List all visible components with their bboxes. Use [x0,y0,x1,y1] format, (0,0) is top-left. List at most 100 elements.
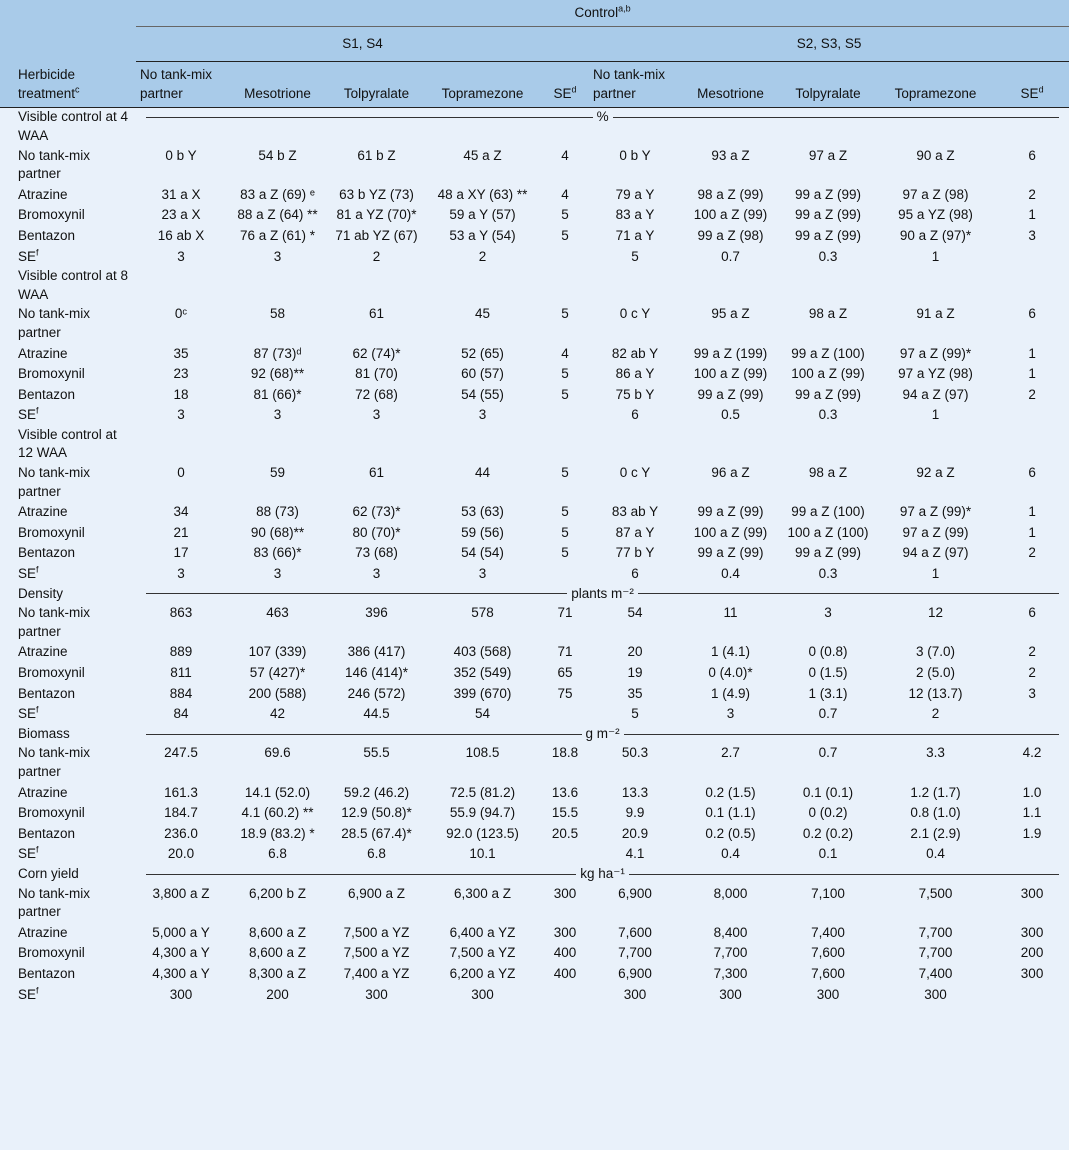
section-title: Visible control at 8 WAA [18,268,129,302]
table-cell: 54 [627,605,643,621]
table-cell: 6,900 [618,885,652,901]
table-cell: 0.4 [721,566,740,582]
table-cell: 99 a Z (199) [693,345,768,361]
table-cell: 811 [170,665,192,680]
table-cell: 35 [627,685,643,701]
table-cell: 300 [553,924,577,940]
table-cell: 8,400 [713,924,748,940]
table-cell: 0.7 [818,745,838,761]
table-cell: 5 [631,706,639,722]
section-unit: g m⁻² [585,725,620,741]
row-label: No tank-mix partner [18,147,91,182]
table-cell: 1 (4.1) [710,644,751,660]
table-cell: 0.1 [818,846,838,862]
table-cell: 146 (414)* [344,665,409,680]
table-cell: 7,300 [713,965,748,981]
table-cell: 99 a Z (99) [794,207,862,223]
table-cell: 0 [177,465,185,481]
table-cell: 7,500 [918,885,953,901]
table-cell: 98 a Z (99) [697,186,764,202]
row-label: Bromoxynil [18,207,85,223]
table-cell: 8,300 a Z [248,965,307,981]
table-cell: 61 b Z [357,147,396,163]
table-cell: 5 [561,524,569,540]
table-row: Atrazine 34 88 (73) 62 (73)* 53 (63) 5 83 ab Y… [0,502,1069,523]
group-header-left: S1, S4 [136,26,589,63]
control-header: Controla,b [136,0,1069,27]
table-cell: 1 [1028,345,1036,361]
table-cell: 99 a Z (99) [794,186,862,202]
table-cell: 1 [931,566,940,582]
section-title: Biomass [18,725,70,741]
table-cell: 12 [927,605,944,621]
table-cell: 62 (74)* [352,345,401,361]
table-cell: 5 [561,227,569,243]
table-cell: 2 [1028,386,1036,402]
table-cell: 1 [1028,504,1036,520]
table-cell: 0 (0.8) [808,644,848,660]
table-cell: 6 [631,566,639,582]
table-cell: 95 a Z [711,306,750,322]
table-cell: 19 [627,665,643,680]
table-cell: 16 ab X [157,227,205,243]
results-table: Controla,b S1, S4 S2, S3, S5 Herbicide t… [0,0,1069,1002]
table-cell: 99 a Z (99) [794,545,862,561]
table-cell: 18.8 [551,745,579,761]
table-row: SEf 3 3 2 2 5 0.7 0.3 1 [0,247,1069,268]
table-cell: 3 [478,407,487,423]
table-cell: 6.8 [268,846,287,862]
column-header-left-4: SEd [553,84,577,101]
column-header-right-3: Topramezone [894,85,977,101]
table-cell [995,564,1069,585]
table-cell: 1 (4.9) [710,685,751,701]
table-cell: 53 a Y (54) [449,227,516,243]
table-cell: 71 [557,644,573,660]
table-cell: 1 (3.1) [808,685,848,701]
table-cell: 61 [368,465,385,481]
table-cell: 3 [726,706,735,722]
table-cell: 14.1 (52.0) [244,784,311,800]
table-cell: 0 (0.2) [808,805,848,821]
table-cell: 73 (68) [355,545,398,561]
table-cell: 6 [1028,605,1036,621]
table-cell: 5 [561,386,569,402]
table-cell: 396 [365,605,388,621]
table-cell: 863 [169,605,193,621]
table-cell: 54 (55) [461,386,504,402]
table-cell: 97 a Z (99)* [899,504,972,520]
section-unit-line: kg ha⁻¹ [140,865,1065,884]
table-cell: 7,500 a YZ [343,945,410,961]
table-cell: 108.5 [465,745,500,761]
table-cell: 99 a Z (99) [697,545,764,561]
table-cell: 300 [169,986,193,1002]
table-cell: 1.9 [1022,825,1042,841]
table-row: SEf 3 3 3 3 6 0.5 0.3 1 [0,405,1069,426]
section-title: Density [18,585,64,601]
table-cell: 80 (70)* [352,524,401,540]
table-cell [995,247,1069,268]
column-header-right-1: Mesotrione [697,85,764,101]
table-cell: 54 b Z [258,147,297,163]
table-cell: 300 [1020,965,1044,981]
table-cell: 91 a Z [916,306,955,322]
row-label: No tank-mix partner [18,885,91,920]
table-cell: 6,900 [618,965,652,981]
table-cell: 300 [365,986,388,1002]
table-cell: 20 [627,644,643,660]
table-row: Atrazine 5,000 a Y 8,600 a Z 7,500 a YZ 6,40… [0,923,1069,944]
table-cell [995,405,1069,426]
row-label: Bromoxynil [18,805,85,821]
table-cell: 63 b YZ (73) [339,186,414,202]
table-cell: 54 [474,706,491,722]
table-cell: 5 [561,366,569,382]
table-cell [541,704,589,725]
table-cell: 7,700 [918,945,953,961]
table-cell: 0.2 (0.5) [705,825,756,841]
section-row: Visible control at 12 WAA [0,426,1069,463]
section-unit-line: % [140,108,1065,127]
table-cell: 884 [169,685,193,701]
row-label: Atrazine [18,186,68,202]
table-row: Atrazine 161.3 14.1 (52.0) 59.2 (46.2) 72.5 … [0,783,1069,804]
table-cell: 1 [1028,207,1036,223]
table-cell: 92.0 (123.5) [446,825,519,841]
